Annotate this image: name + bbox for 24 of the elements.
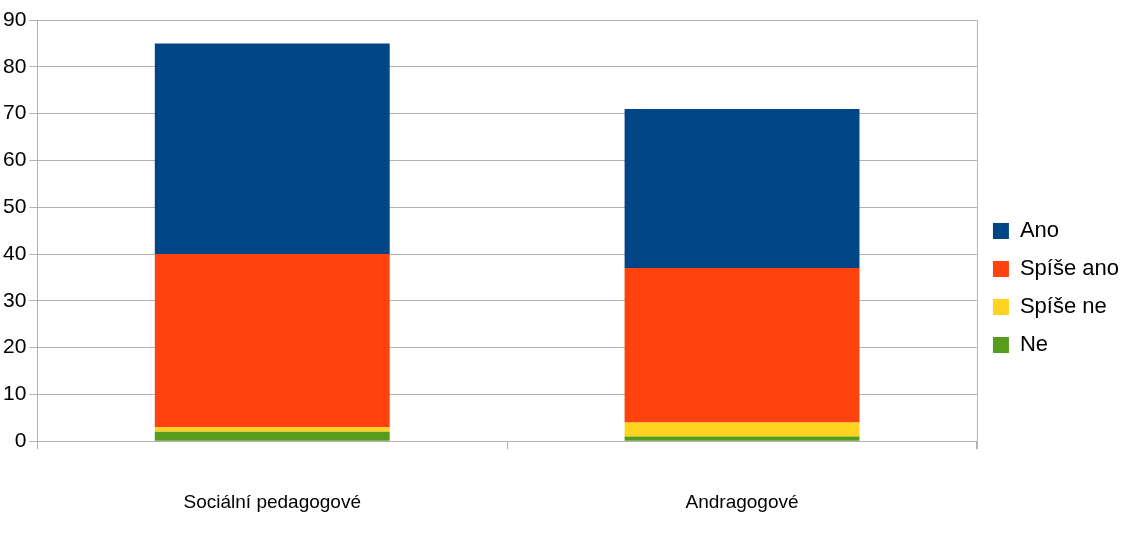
bar (624, 268, 860, 423)
bar (624, 436, 860, 441)
legend-label: Ano (1019, 217, 1060, 243)
y-tick-label: 70 (3, 100, 27, 124)
legend-label: Spíše ano (1019, 255, 1119, 281)
y-tick-label: 50 (3, 194, 27, 217)
y-tick-label: 10 (3, 381, 27, 405)
y-tick-label: 20 (3, 334, 27, 358)
legend-label: Spíše ne (1019, 293, 1107, 319)
bar (624, 422, 860, 437)
y-tick-label: 40 (3, 240, 27, 264)
y-tick-label: 90 (3, 6, 27, 30)
y-tick-label: 0 (14, 428, 27, 451)
x-tick-label: Andragogové (685, 490, 799, 512)
bar (624, 108, 860, 269)
x-tick-label: Sociální pedagogové (183, 490, 361, 512)
bar (154, 254, 390, 428)
bar (154, 427, 390, 432)
y-tick-label: 30 (3, 287, 27, 311)
y-tick-label: 60 (3, 147, 27, 171)
bar (154, 431, 390, 441)
legend-label: Ne (1019, 331, 1049, 357)
y-tick-label: 80 (3, 53, 27, 77)
bar (154, 43, 390, 254)
